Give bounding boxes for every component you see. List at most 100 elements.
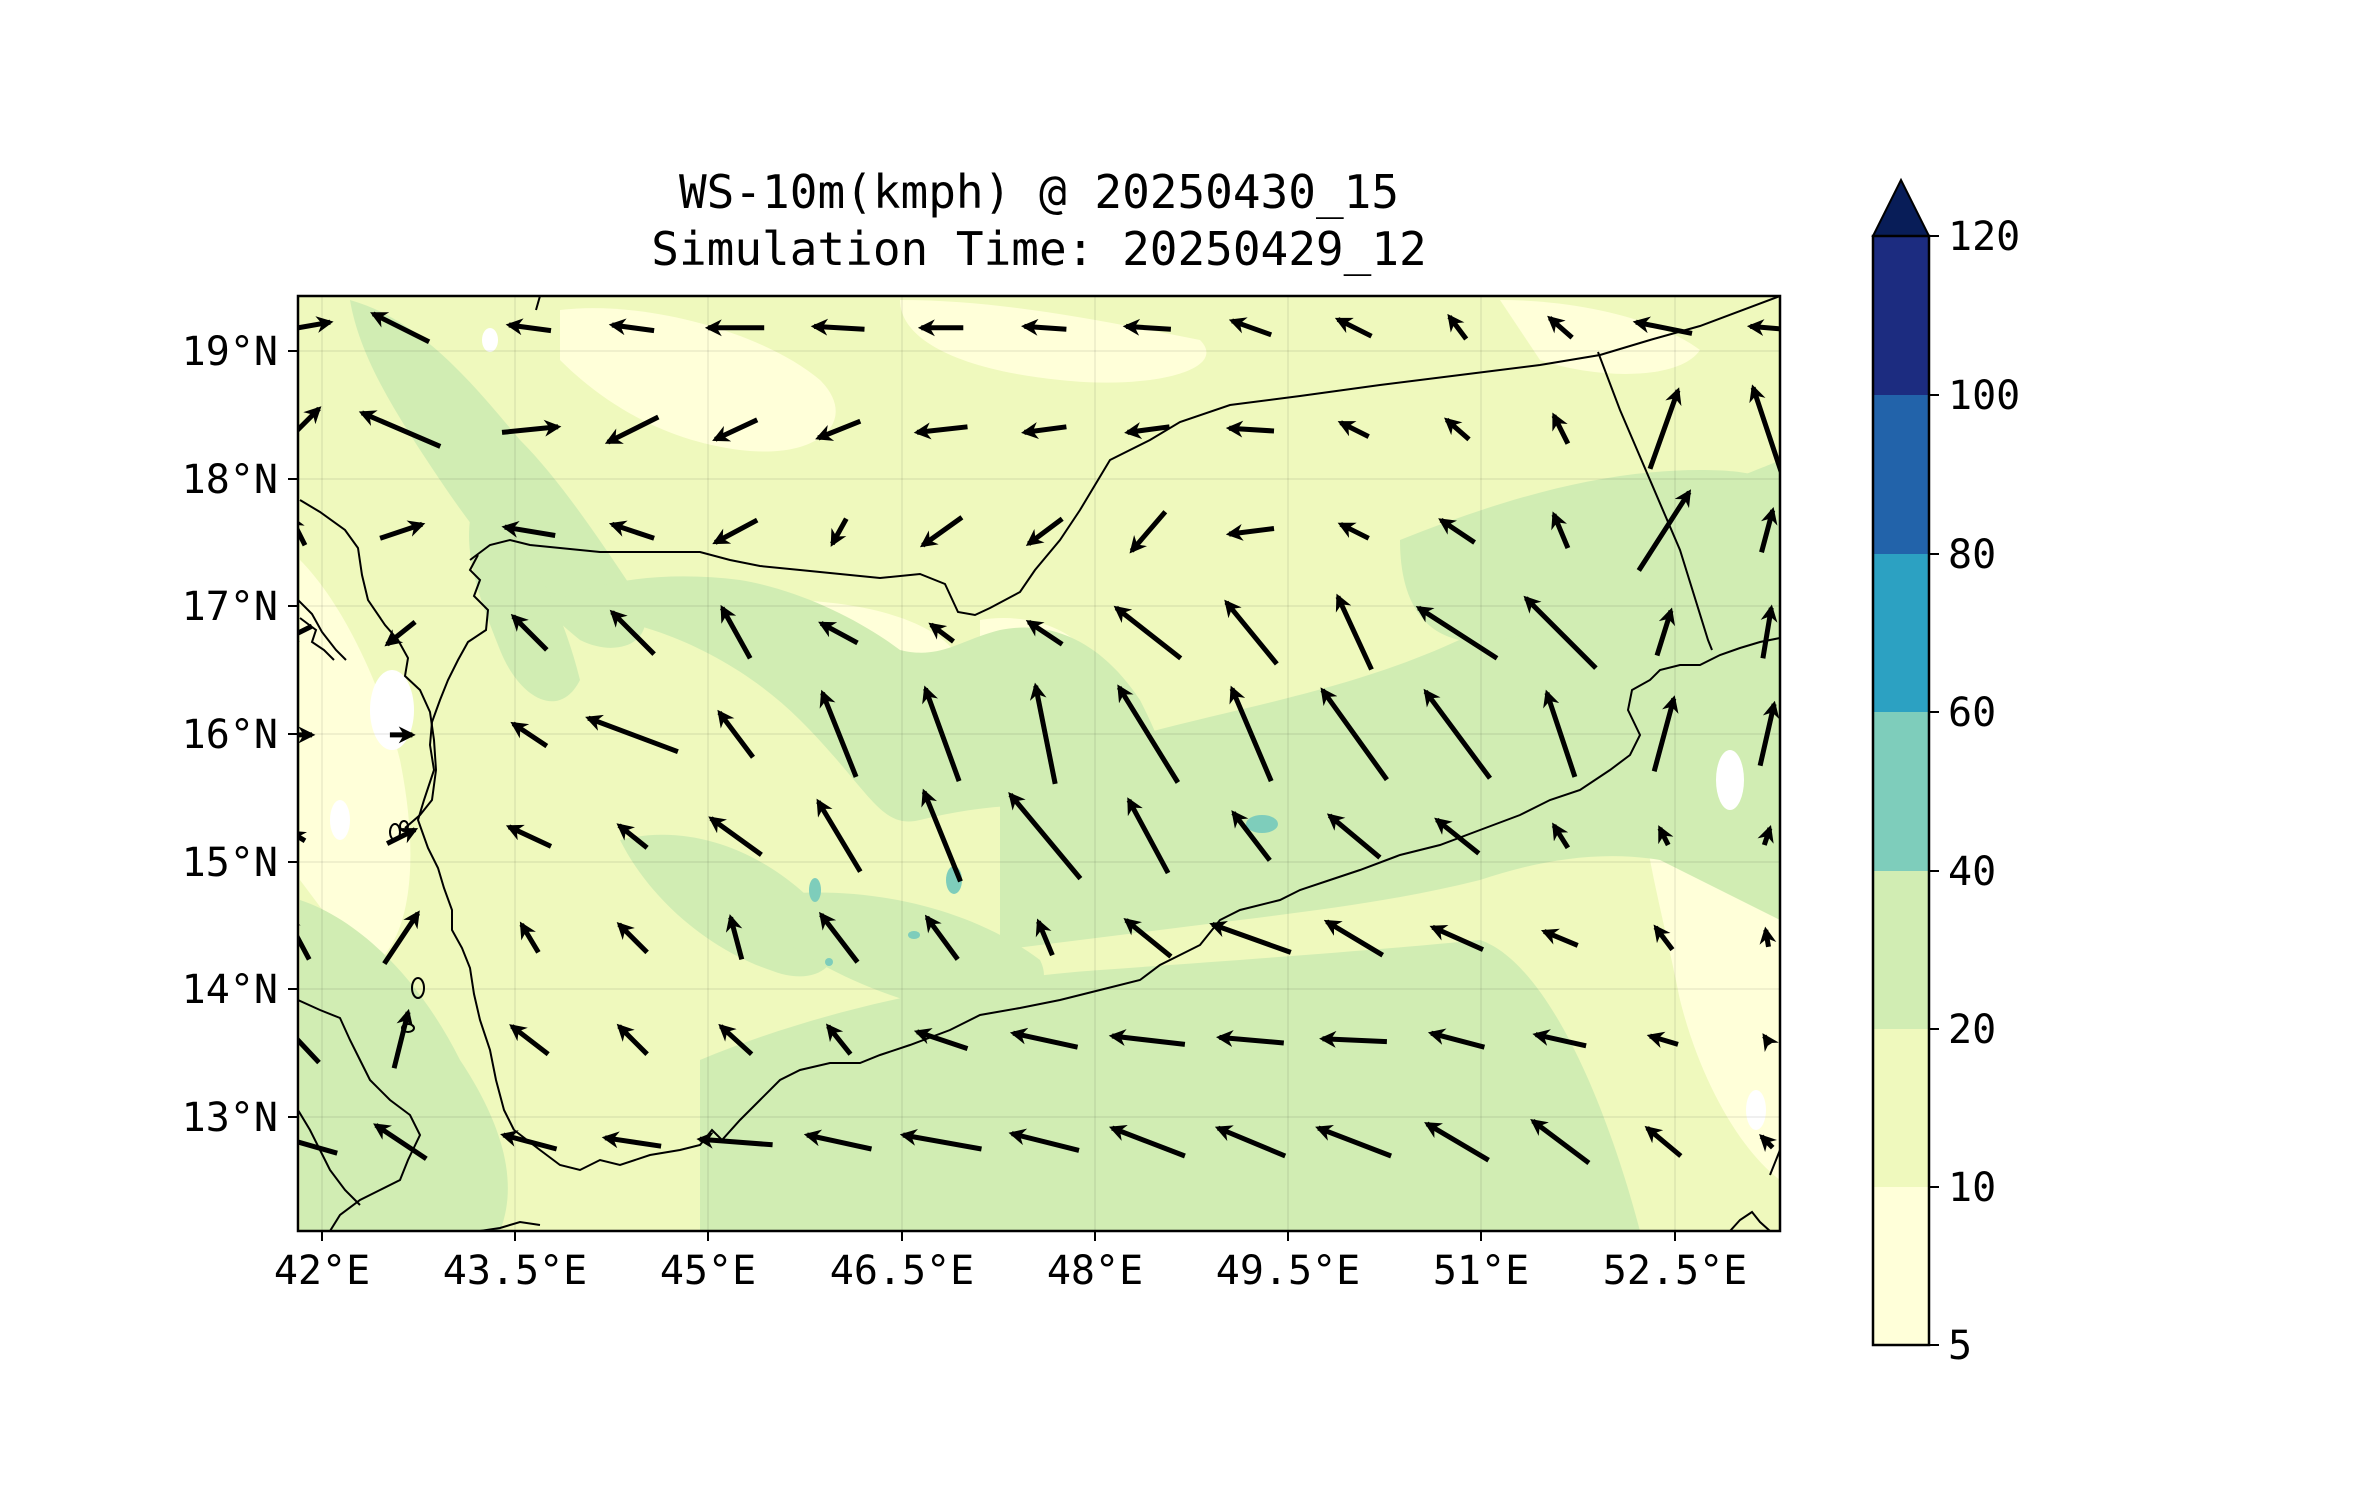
wind-vector-arrow xyxy=(1424,1121,1490,1163)
wind-vector-arrow xyxy=(509,1024,550,1057)
wind-vector-arrow xyxy=(391,1008,414,1069)
wind-vector-arrow xyxy=(1315,1124,1392,1159)
wind-vector-arrow xyxy=(1025,516,1064,546)
colorbar-segment xyxy=(1873,554,1929,712)
x-tick-label: 46.5°E xyxy=(830,1248,975,1294)
wind-vector-arrow xyxy=(1523,595,1598,670)
wind-vector-arrow xyxy=(1337,522,1370,541)
colorbar-label: 80 xyxy=(1948,532,1996,578)
y-tick-label: 14°N xyxy=(182,967,278,1013)
wind-vector-arrow xyxy=(1759,1133,1778,1153)
shading-mid xyxy=(300,300,1780,1231)
borders xyxy=(469,296,1780,651)
colorbar-label: 40 xyxy=(1948,849,1996,895)
wind-vector-arrow xyxy=(1129,510,1168,554)
wind-vector-arrow xyxy=(1326,813,1382,860)
wind-vector-arrow xyxy=(1021,318,1067,336)
wind-vector-arrow xyxy=(928,622,955,644)
wind-vector-arrow xyxy=(1551,511,1571,550)
wind-vector-arrow xyxy=(1651,695,1679,772)
wind-vector-arrow xyxy=(913,422,968,440)
wind-vector-arrow xyxy=(803,1129,873,1152)
wind-vector-arrow xyxy=(616,823,649,850)
wind-vector-arrow xyxy=(1113,605,1183,661)
wind-vector-arrow xyxy=(1216,1030,1285,1048)
wind-vector-arrow xyxy=(1008,1128,1080,1153)
wind-vector-arrow xyxy=(379,520,426,541)
x-tick-label: 42°E xyxy=(274,1248,370,1294)
wind-vector-arrow xyxy=(384,619,417,647)
wind-vector-arrow xyxy=(815,418,862,441)
wind-vector-arrow xyxy=(298,830,308,847)
wind-vector-arrow xyxy=(1543,689,1578,778)
wind-vector-arrow xyxy=(601,1131,662,1149)
y-tick-label: 13°N xyxy=(182,1095,278,1141)
title-line1: WS-10m(kmph) @ 20250430_15 xyxy=(679,165,1399,219)
wind-vector-arrow xyxy=(1757,824,1774,846)
wind-vector-arrow xyxy=(1320,687,1389,782)
wind-vector-arrow xyxy=(1021,422,1067,440)
wind-vector-arrow xyxy=(501,419,562,437)
wind-vector-arrow xyxy=(1025,619,1064,647)
wind-vector-arrow xyxy=(1124,422,1170,440)
wind-vector-arrow xyxy=(1231,810,1272,862)
wind-vector-arrow xyxy=(382,910,420,965)
wind-vector-arrow xyxy=(830,517,849,547)
y-tick-label: 16°N xyxy=(182,712,278,758)
x-tick-label: 45°E xyxy=(660,1248,756,1294)
wind-vector-arrow xyxy=(385,827,419,846)
wind-vector-arrow xyxy=(1429,924,1485,952)
map-panel xyxy=(298,296,1780,1231)
wind-vector-arrow xyxy=(1532,1029,1587,1049)
colorbar-label: 10 xyxy=(1948,1165,1996,1211)
wind-vector-arrow xyxy=(1209,920,1292,955)
wind-vector-arrow xyxy=(819,689,859,778)
wind-vector-arrow xyxy=(1632,316,1693,336)
colorbar-segment xyxy=(1873,1029,1929,1187)
wind-vector-arrow xyxy=(1759,507,1778,553)
wind-vector-arrow xyxy=(1008,791,1083,881)
wind-vector-arrow xyxy=(298,316,334,333)
wind-vector-arrow xyxy=(1434,817,1481,856)
wind-vector-arrow xyxy=(819,911,860,964)
colorbar-frame xyxy=(1871,234,1931,1347)
wind-vector-arrow xyxy=(1423,688,1493,780)
colorbar-label: 20 xyxy=(1948,1007,1996,1053)
wind-vector-arrow xyxy=(1335,593,1374,671)
wind-vector-arrow xyxy=(816,798,863,873)
wind-vector-arrow xyxy=(1438,518,1476,545)
wind-vector-arrow xyxy=(1108,1029,1186,1047)
colorbar-label: 60 xyxy=(1948,690,1996,736)
x-tick-label: 52.5°E xyxy=(1603,1248,1748,1294)
wind-vector-arrow xyxy=(1035,918,1055,957)
colorbar-extend-triangle xyxy=(1871,177,1931,237)
wind-vector-arrow xyxy=(608,520,655,541)
wind-vector-arrow xyxy=(1427,1028,1486,1050)
wind-vector-arrow xyxy=(510,721,549,749)
wind-vector-arrow xyxy=(913,1028,969,1051)
wind-vector-arrow xyxy=(1334,317,1373,339)
map-frame xyxy=(296,294,1782,1233)
wind-vector-arrow xyxy=(604,414,660,445)
wind-vector-arrow xyxy=(500,1130,558,1152)
wind-vector-arrow xyxy=(1229,685,1274,783)
x-axis: 42°E 43.5°E 45°E 46.5°E 48°E 49.5°E 51°E… xyxy=(274,1231,1747,1294)
wind-vector-arrow xyxy=(298,406,322,434)
wind-vector-arrow xyxy=(1444,417,1471,442)
y-tick-label: 18°N xyxy=(182,457,278,503)
wind-vector-arrow xyxy=(1029,682,1058,785)
wind-vector-arrow xyxy=(924,914,960,961)
wind-vector-arrow xyxy=(1108,1124,1186,1159)
wind-vector-arrow xyxy=(696,1131,773,1149)
wind-vector-arrow xyxy=(1757,700,1780,767)
wind-vector-arrow xyxy=(1646,1031,1679,1049)
wind-vector-arrow xyxy=(608,318,655,336)
title-line2: Simulation Time: 20250429_12 xyxy=(651,222,1426,276)
wind-vector-arrow xyxy=(616,1023,649,1056)
y-tick-label: 15°N xyxy=(182,840,278,886)
wind-vector-arrow xyxy=(899,1129,982,1152)
wind-vector-arrow xyxy=(1762,1033,1779,1053)
wind-vector-arrow xyxy=(501,520,556,538)
wind-vectors xyxy=(298,311,1780,1165)
wind-vector-arrow xyxy=(818,621,859,646)
